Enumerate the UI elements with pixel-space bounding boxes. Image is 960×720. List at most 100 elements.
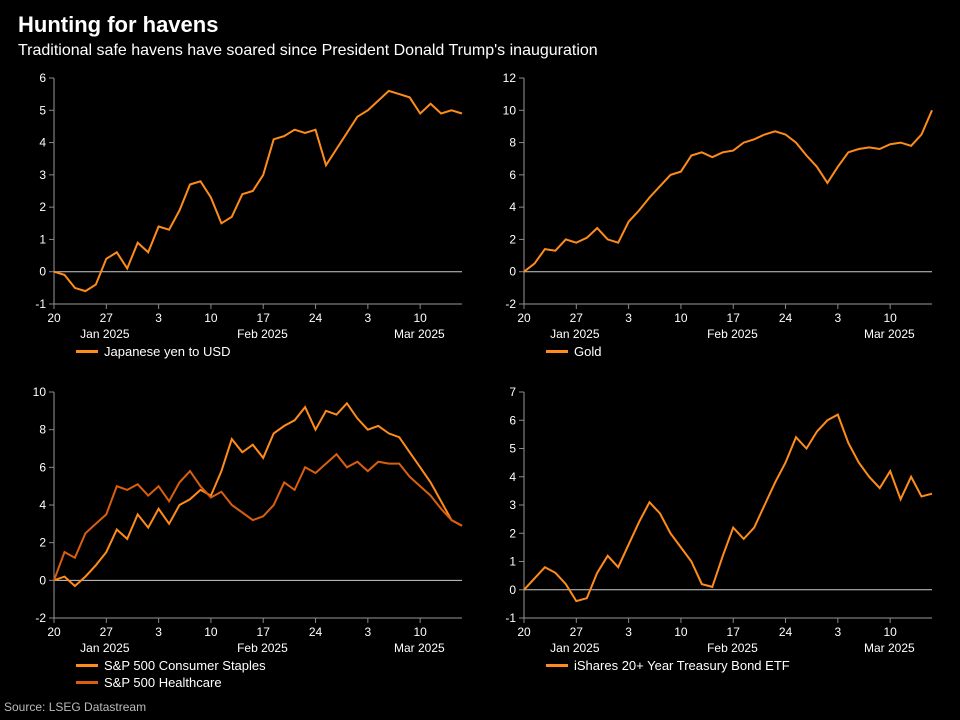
- svg-text:24: 24: [309, 311, 323, 325]
- legend-label: Japanese yen to USD: [104, 344, 230, 359]
- legend-label: iShares 20+ Year Treasury Bond ETF: [574, 658, 790, 673]
- panel-gold: -202468101220273101724310Jan 2025Feb 202…: [488, 70, 942, 376]
- svg-text:7: 7: [509, 385, 516, 399]
- legend-swatch: [76, 664, 98, 667]
- legend-label: S&P 500 Healthcare: [104, 675, 222, 690]
- svg-text:Feb 2025: Feb 2025: [237, 641, 288, 655]
- svg-text:10: 10: [413, 625, 427, 639]
- svg-text:2: 2: [509, 526, 516, 540]
- legend-swatch: [76, 350, 98, 353]
- svg-text:8: 8: [509, 136, 516, 150]
- svg-text:4: 4: [39, 136, 46, 150]
- svg-text:0: 0: [509, 265, 516, 279]
- svg-text:20: 20: [47, 625, 61, 639]
- svg-text:10: 10: [204, 625, 218, 639]
- legend: S&P 500 Consumer Staples S&P 500 Healthca…: [76, 658, 266, 690]
- svg-text:4: 4: [509, 200, 516, 214]
- svg-text:27: 27: [570, 625, 584, 639]
- svg-text:Feb 2025: Feb 2025: [707, 327, 758, 341]
- svg-text:6: 6: [509, 413, 516, 427]
- svg-text:17: 17: [727, 311, 741, 325]
- legend: Gold: [546, 344, 601, 359]
- svg-text:-2: -2: [505, 297, 516, 311]
- svg-text:8: 8: [39, 423, 46, 437]
- svg-text:5: 5: [39, 103, 46, 117]
- legend: iShares 20+ Year Treasury Bond ETF: [546, 658, 790, 673]
- legend-label: S&P 500 Consumer Staples: [104, 658, 266, 673]
- svg-text:3: 3: [155, 311, 162, 325]
- svg-text:1: 1: [39, 232, 46, 246]
- svg-text:3: 3: [365, 625, 372, 639]
- panel-tlt: -10123456720273101724310Jan 2025Feb 2025…: [488, 384, 942, 690]
- legend-swatch: [546, 664, 568, 667]
- svg-text:24: 24: [309, 625, 323, 639]
- legend-item: Japanese yen to USD: [76, 344, 230, 359]
- panel-yen: -1012345620273101724310Jan 2025Feb 2025M…: [18, 70, 472, 376]
- svg-text:17: 17: [727, 625, 741, 639]
- svg-text:-1: -1: [505, 611, 516, 625]
- legend: Japanese yen to USD: [76, 344, 230, 359]
- svg-text:Jan 2025: Jan 2025: [550, 327, 600, 341]
- svg-text:Mar 2025: Mar 2025: [394, 327, 445, 341]
- svg-text:3: 3: [509, 498, 516, 512]
- svg-text:1: 1: [509, 555, 516, 569]
- svg-text:3: 3: [625, 625, 632, 639]
- svg-text:Jan 2025: Jan 2025: [80, 327, 130, 341]
- panel-grid: -1012345620273101724310Jan 2025Feb 2025M…: [18, 70, 942, 690]
- svg-text:10: 10: [674, 625, 688, 639]
- svg-text:20: 20: [47, 311, 61, 325]
- svg-text:10: 10: [413, 311, 427, 325]
- svg-text:3: 3: [39, 168, 46, 182]
- svg-text:-2: -2: [35, 611, 46, 625]
- legend-swatch: [76, 681, 98, 684]
- legend-label: Gold: [574, 344, 601, 359]
- svg-text:4: 4: [39, 498, 46, 512]
- svg-text:10: 10: [674, 311, 688, 325]
- svg-text:Jan 2025: Jan 2025: [550, 641, 600, 655]
- legend-item: iShares 20+ Year Treasury Bond ETF: [546, 658, 790, 673]
- panel-sectors: -2024681020273101724310Jan 2025Feb 2025M…: [18, 384, 472, 690]
- svg-text:-1: -1: [35, 297, 46, 311]
- svg-text:27: 27: [570, 311, 584, 325]
- svg-text:0: 0: [39, 265, 46, 279]
- svg-text:0: 0: [39, 573, 46, 587]
- svg-text:Mar 2025: Mar 2025: [394, 641, 445, 655]
- svg-text:Jan 2025: Jan 2025: [80, 641, 130, 655]
- svg-text:5: 5: [509, 442, 516, 456]
- svg-text:3: 3: [155, 625, 162, 639]
- svg-text:10: 10: [883, 311, 897, 325]
- chart-container: Hunting for havens Traditional safe have…: [0, 0, 960, 690]
- svg-text:20: 20: [517, 311, 531, 325]
- svg-text:17: 17: [257, 625, 271, 639]
- svg-text:3: 3: [835, 625, 842, 639]
- svg-text:20: 20: [517, 625, 531, 639]
- svg-text:24: 24: [779, 625, 793, 639]
- svg-text:3: 3: [835, 311, 842, 325]
- svg-text:27: 27: [100, 311, 114, 325]
- svg-text:10: 10: [33, 385, 47, 399]
- svg-text:2: 2: [39, 536, 46, 550]
- page-title: Hunting for havens: [18, 12, 942, 38]
- svg-text:12: 12: [503, 71, 517, 85]
- svg-text:10: 10: [204, 311, 218, 325]
- svg-text:Feb 2025: Feb 2025: [237, 327, 288, 341]
- svg-text:6: 6: [509, 168, 516, 182]
- svg-text:27: 27: [100, 625, 114, 639]
- svg-text:2: 2: [509, 232, 516, 246]
- svg-text:Mar 2025: Mar 2025: [864, 327, 915, 341]
- svg-text:4: 4: [509, 470, 516, 484]
- svg-text:Mar 2025: Mar 2025: [864, 641, 915, 655]
- svg-text:10: 10: [883, 625, 897, 639]
- svg-text:17: 17: [257, 311, 271, 325]
- svg-text:6: 6: [39, 460, 46, 474]
- svg-text:24: 24: [779, 311, 793, 325]
- svg-text:2: 2: [39, 200, 46, 214]
- legend-swatch: [546, 350, 568, 353]
- svg-text:10: 10: [503, 103, 517, 117]
- source-label: Source: LSEG Datastream: [4, 700, 146, 714]
- svg-text:Feb 2025: Feb 2025: [707, 641, 758, 655]
- page-subtitle: Traditional safe havens have soared sinc…: [18, 42, 942, 60]
- svg-text:3: 3: [625, 311, 632, 325]
- svg-text:6: 6: [39, 71, 46, 85]
- legend-item: S&P 500 Healthcare: [76, 675, 266, 690]
